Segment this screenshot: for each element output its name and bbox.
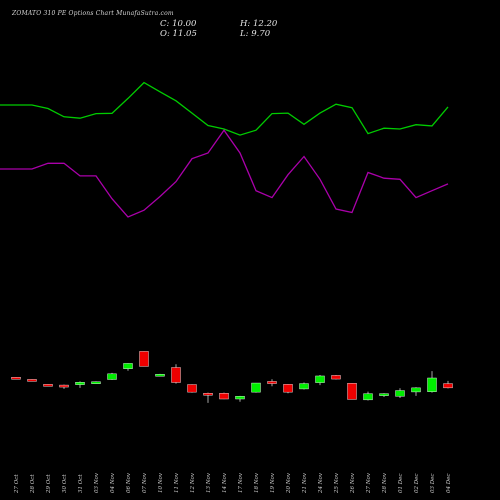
overlay-line-upper: [0, 81, 449, 136]
x-tick-label: 31 Oct: [78, 474, 84, 493]
x-tick-label: 13 Nov: [206, 472, 212, 493]
candle-up: [363, 393, 373, 401]
candle-up: [107, 373, 117, 380]
candle-down: [187, 384, 197, 393]
x-tick-label: 12 Nov: [190, 472, 196, 493]
candle-down: [331, 375, 341, 380]
x-tick-label: 11 Nov: [174, 472, 180, 493]
x-tick-label: 29 Oct: [46, 474, 52, 494]
candle-up: [75, 382, 85, 385]
x-tick-label: 10 Nov: [158, 472, 164, 493]
candle-up: [155, 374, 165, 377]
x-tick-label: 24 Nov: [318, 472, 324, 494]
candle-up: [235, 396, 245, 400]
x-tick-label: 07 Nov: [142, 472, 148, 493]
candle-up: [251, 382, 261, 393]
candle-down: [139, 351, 149, 367]
x-tick-label: 28 Nov: [382, 472, 388, 494]
x-tick-label: 03 Dec: [430, 474, 436, 494]
candle-up: [395, 390, 405, 397]
x-tick-label: 17 Nov: [238, 472, 244, 493]
x-tick-label: 21 Nov: [302, 472, 308, 494]
x-tick-label: 04 Dec: [446, 474, 452, 494]
x-tick-label: 27 Nov: [366, 472, 372, 494]
candle-down: [59, 384, 69, 388]
candle-down: [267, 381, 277, 384]
candle-up: [411, 387, 421, 393]
x-tick-label: 19 Nov: [270, 472, 276, 493]
x-tick-label: 28 Oct: [30, 474, 36, 494]
candle-down: [219, 393, 229, 400]
open-label: O: 11.05: [160, 29, 197, 39]
x-tick-label: 25 Nov: [334, 472, 340, 494]
close-label: C: 10.00: [160, 19, 197, 29]
candle-down: [171, 367, 181, 383]
x-tick-label: 01 Dec: [398, 474, 404, 494]
candle-down: [203, 393, 213, 396]
x-tick-label: 27 Oct: [14, 474, 20, 494]
candle-up: [123, 363, 133, 369]
candle-up: [299, 383, 309, 390]
x-tick-label: 14 Nov: [222, 472, 228, 493]
x-tick-label: 20 Nov: [286, 472, 292, 494]
candle-up: [91, 381, 101, 384]
candle-down: [27, 379, 37, 382]
x-tick-label: 04 Nov: [110, 472, 116, 493]
candle-down: [11, 377, 21, 380]
candle-down: [43, 384, 53, 387]
x-tick-label: 18 Nov: [254, 472, 260, 493]
candle-down: [283, 384, 293, 393]
candle-up: [315, 375, 325, 383]
x-tick-label: 06 Nov: [126, 472, 132, 493]
low-label: L: 9.70: [240, 29, 271, 39]
candle-down: [347, 383, 357, 400]
x-tick-label: 26 Nov: [350, 472, 356, 494]
candle-up: [427, 377, 437, 392]
overlay-line-lower: [0, 129, 449, 218]
x-tick-label: 02 Dec: [414, 474, 420, 494]
candle-up: [379, 393, 389, 396]
candle-down: [443, 383, 453, 389]
x-tick-label: 30 Oct: [62, 474, 68, 493]
high-label: H: 12.20: [240, 19, 278, 29]
x-tick-label: 03 Nov: [94, 472, 100, 493]
chart-title: ZOMATO 310 PE Options Chart MunafaSutra.…: [12, 10, 174, 17]
